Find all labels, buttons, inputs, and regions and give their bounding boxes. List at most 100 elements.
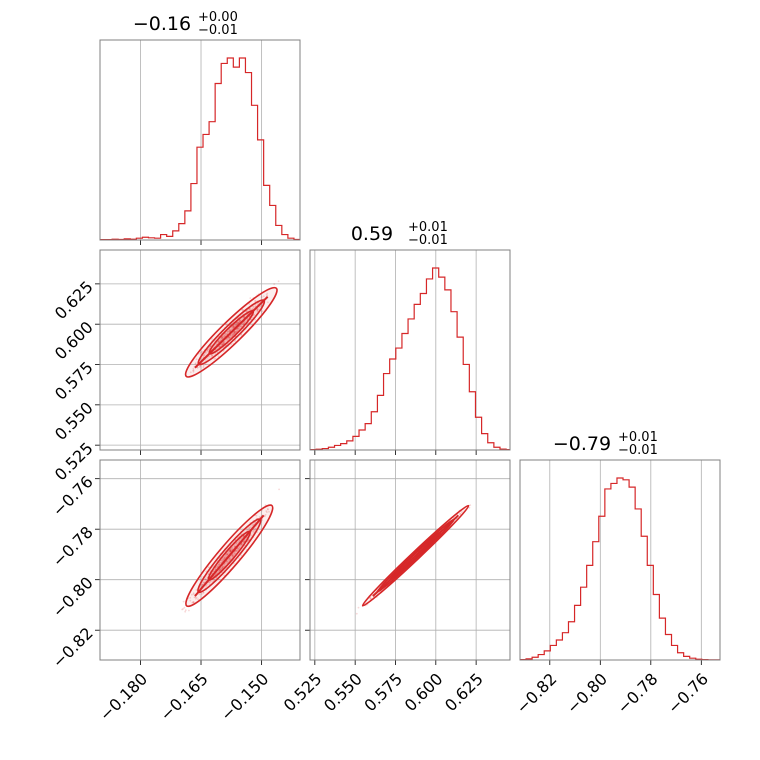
scatter-point [205,351,207,354]
scatter-point [192,601,195,604]
scatter-point [237,321,239,324]
scatter-point [228,558,231,560]
scatter-point [217,355,220,358]
scatter-point [197,598,200,601]
scatter-point [226,560,228,562]
scatter-point [211,355,213,357]
panel-frame [99,39,301,241]
x-tick-label: 0.600 [401,669,447,715]
scatter-point [222,336,224,339]
scatter-point [229,336,231,339]
scatter-point [193,601,195,604]
y-tick-label: 0.575 [51,358,97,404]
x-tick-label: 0.575 [360,669,406,715]
scatter-point [226,337,229,340]
scatter-point [213,358,216,360]
scatter-point [233,331,236,334]
scatter-point [232,325,235,328]
scatter-point [189,596,192,599]
scatter-point [255,514,258,517]
panel-hist-r2-c2: −0.79 +0.01−0.01 [519,430,721,665]
scatter-point [202,591,205,594]
scatter-point [221,566,224,569]
scatter-point [201,583,203,586]
scatter-point [236,329,239,331]
scatter-point [230,549,233,551]
scatter-point [228,329,231,332]
scatter-point [232,327,235,329]
scatter-point [252,306,255,308]
scatter-point [254,299,257,302]
scatter-point [223,341,226,343]
scatter-point [252,530,255,533]
scatter-point [238,539,241,542]
scatter-point [250,534,252,537]
scatter-point [189,371,192,374]
scatter-point [183,606,186,609]
scatter-point [220,337,223,340]
panel-frame [99,459,301,661]
scatter-point [232,334,234,336]
scatter-point [226,553,229,556]
scatter-point [222,342,225,344]
scatter-point [265,510,268,512]
scatter-point [192,369,195,372]
scatter-point [229,549,231,552]
scatter-point [239,325,242,328]
x-tick-label: 0.625 [441,669,487,715]
scatter-point [233,331,236,334]
scatter-point [233,545,236,547]
scatter-point [369,597,371,599]
scatter-point [203,354,206,357]
scatter-point [220,567,223,570]
scatter-point [237,327,239,330]
y-tick-label: 0.550 [51,398,97,444]
scatter-point [200,351,202,354]
scatter-point [214,567,217,570]
density-contours [361,504,470,607]
scatter-point [237,547,240,549]
scatter-point [198,593,201,596]
scatter-point [225,554,227,557]
scatter-point [222,565,224,567]
scatter-point [205,570,208,573]
scatter-point [202,354,205,357]
scatter-point [218,563,221,566]
scatter-point [229,334,232,337]
scatter-point [236,322,239,325]
contour-core [372,514,460,597]
x-tick-label: −0.76 [664,669,712,717]
scatter-point [219,569,221,572]
scatter-point [238,547,241,549]
scatter-point [253,529,255,531]
x-tick-label: −0.82 [512,669,560,717]
scatter-point [234,549,237,552]
scatter-point [205,584,208,587]
panel-frame [309,459,511,661]
scatter-point [232,325,235,327]
scatter-point [235,542,238,545]
contour-core [194,296,269,369]
y-tick-label: 0.525 [51,439,97,485]
panel-hist-r0-c0: −0.16 +0.00−0.01 [99,10,301,245]
scatter-point [222,336,225,338]
scatter-point [355,612,358,615]
scatter-point [237,548,240,550]
scatter-point [189,599,192,602]
histogram-step [520,477,720,660]
scatter-point [221,566,224,569]
scatter-point [242,308,244,311]
x-tick-label: −0.78 [613,669,661,717]
scatter-point [184,609,187,611]
scatter-point [249,308,252,311]
scatter-point [195,358,198,361]
scatter-point [188,609,190,612]
scatter-point [202,582,205,584]
scatter-point [219,562,221,564]
scatter-point [238,546,241,548]
panel-hist-r1-c1: 0.59 +0.01−0.01 [309,220,511,455]
panel-frame [99,249,301,451]
scatter-point [235,550,238,552]
x-tick-label: 0.525 [280,669,326,715]
scatter-point [242,540,245,543]
